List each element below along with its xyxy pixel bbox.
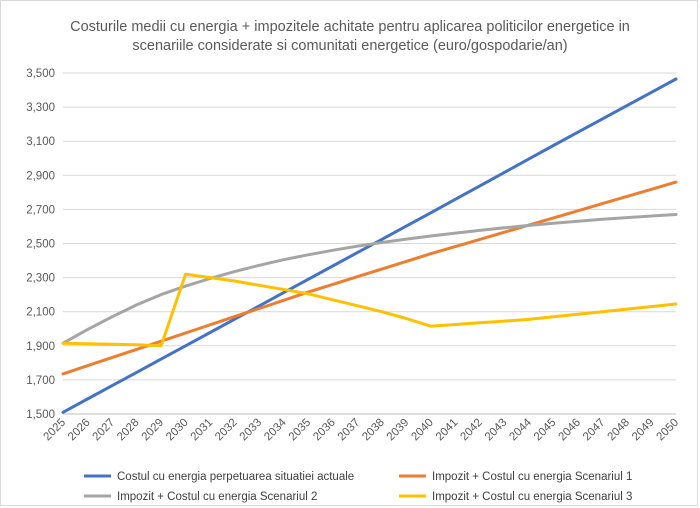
x-tick-label: 2041 <box>434 417 461 444</box>
x-tick-label: 2043 <box>483 417 510 444</box>
x-tick-label: 2030 <box>164 417 191 444</box>
y-tick-label: 3,100 <box>26 136 55 148</box>
x-tick-label: 2040 <box>409 417 436 444</box>
legend-label-1: Costul cu energia perpetuarea situatiei … <box>117 471 354 483</box>
legend-label-4: Impozit + Costul cu energia Scenariul 3 <box>432 491 632 503</box>
y-tick-label: 2,300 <box>26 273 55 285</box>
series-line-1 <box>61 77 678 414</box>
x-tick-label: 2045 <box>532 417 559 444</box>
x-tick-label: 2035 <box>287 417 314 444</box>
x-tick-label: 2027 <box>91 417 118 444</box>
x-tick-label: 2029 <box>140 417 167 444</box>
y-tick-label: 1,900 <box>26 341 55 353</box>
x-tick-label: 2048 <box>605 417 632 444</box>
y-tick-label: 2,100 <box>26 307 55 319</box>
y-tick-label: 2,700 <box>26 204 55 216</box>
series-line-3 <box>61 213 678 345</box>
x-tick-label: 2037 <box>336 417 363 444</box>
x-tick-label: 2044 <box>507 416 534 443</box>
x-tick-label: 2049 <box>630 417 657 444</box>
x-tick-label: 2031 <box>189 417 216 444</box>
x-tick-label: 2032 <box>213 417 240 444</box>
x-tick-label: 2028 <box>115 417 142 444</box>
y-tick-label: 3,300 <box>26 102 55 114</box>
x-tick-label: 2034 <box>262 416 289 443</box>
series-line-2 <box>61 180 678 376</box>
chart-title-line-1: Costurile medii cu energia + impozitele … <box>70 19 630 35</box>
y-tick-label: 3,500 <box>26 68 55 80</box>
x-tick-label: 2036 <box>311 417 338 444</box>
legend: Costul cu energia perpetuarea situatiei … <box>84 471 632 503</box>
x-tick-label: 2038 <box>360 417 387 444</box>
y-axis: 1,500 1,700 1,900 2,100 2,300 2,500 2,700 2,900… <box>26 68 55 421</box>
y-tick-label: 2,900 <box>26 170 55 182</box>
x-axis: 2025202620272028202920302031203220332034… <box>42 413 682 444</box>
y-tick-label: 1,700 <box>26 375 55 387</box>
y-tick-label: 2,500 <box>26 239 55 251</box>
x-tick-label: 2039 <box>385 417 412 444</box>
chart-title-line-2: scenariile considerate si comunitati ene… <box>132 38 567 54</box>
legend-label-2: Impozit + Costul cu energia Scenariul 1 <box>432 471 632 483</box>
x-tick-label: 2033 <box>238 417 265 444</box>
x-tick-label: 2046 <box>556 417 583 444</box>
legend-label-3: Impozit + Costul cu energia Scenariul 2 <box>117 491 317 503</box>
x-tick-label: 2026 <box>66 417 93 444</box>
y-tick-label: 1,500 <box>26 409 55 421</box>
x-tick-label: 2050 <box>655 417 682 444</box>
x-tick-label: 2042 <box>458 417 485 444</box>
series-line-4 <box>61 272 678 348</box>
x-tick-label: 2047 <box>581 417 608 444</box>
series-lines <box>61 77 678 414</box>
